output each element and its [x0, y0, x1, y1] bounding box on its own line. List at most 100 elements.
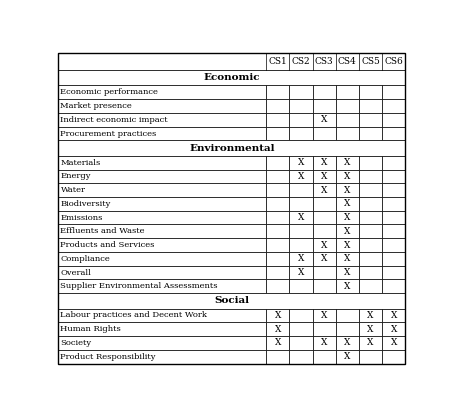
Bar	[289, 252, 313, 266]
Bar	[266, 350, 289, 363]
Bar	[382, 197, 405, 211]
Bar	[382, 266, 405, 279]
Bar	[382, 336, 405, 350]
Bar	[289, 211, 313, 225]
Bar	[289, 99, 313, 113]
Bar	[336, 309, 359, 322]
Bar	[289, 156, 313, 169]
Bar	[313, 85, 336, 99]
Text: X: X	[344, 199, 351, 208]
Text: Energy: Energy	[61, 172, 91, 180]
Text: X: X	[321, 172, 328, 181]
Text: Market presence: Market presence	[61, 102, 132, 110]
Bar	[382, 156, 405, 169]
Text: Effluents and Waste: Effluents and Waste	[61, 227, 145, 235]
Bar	[58, 70, 405, 85]
Bar	[336, 322, 359, 336]
Bar	[359, 225, 382, 238]
Text: CS4: CS4	[338, 57, 357, 66]
Bar	[382, 183, 405, 197]
Text: X: X	[344, 158, 351, 167]
Bar	[336, 113, 359, 126]
Bar	[382, 322, 405, 336]
Bar	[336, 279, 359, 293]
Bar	[313, 266, 336, 279]
Text: X: X	[390, 338, 397, 347]
Text: X: X	[344, 254, 351, 263]
Bar	[336, 211, 359, 225]
Bar	[313, 225, 336, 238]
Text: X: X	[321, 254, 328, 263]
Bar	[359, 183, 382, 197]
Bar	[313, 350, 336, 363]
Text: X: X	[275, 325, 281, 334]
Bar	[359, 99, 382, 113]
Text: CS5: CS5	[361, 57, 380, 66]
Text: Product Responsibility: Product Responsibility	[61, 353, 156, 360]
Bar	[382, 169, 405, 183]
Bar	[336, 85, 359, 99]
Bar	[359, 252, 382, 266]
Text: Indirect economic impact: Indirect economic impact	[61, 116, 168, 124]
Bar	[382, 350, 405, 363]
Bar	[359, 211, 382, 225]
Text: X: X	[275, 311, 281, 320]
Bar	[313, 252, 336, 266]
Text: Economic: Economic	[203, 73, 260, 82]
Text: X: X	[390, 311, 397, 320]
Bar	[289, 183, 313, 197]
Bar	[382, 211, 405, 225]
Bar	[359, 85, 382, 99]
Bar	[336, 336, 359, 350]
Bar	[336, 238, 359, 252]
Text: Economic performance: Economic performance	[61, 88, 159, 96]
Text: X: X	[344, 186, 351, 194]
Text: X: X	[298, 172, 304, 181]
Bar	[266, 266, 289, 279]
Bar	[289, 85, 313, 99]
Bar	[58, 309, 266, 322]
Bar	[58, 350, 266, 363]
Bar	[266, 336, 289, 350]
Bar	[336, 169, 359, 183]
Bar	[336, 99, 359, 113]
Bar	[58, 293, 405, 309]
Text: X: X	[367, 325, 374, 334]
Text: Water: Water	[61, 186, 86, 194]
Bar	[58, 211, 266, 225]
Bar	[289, 238, 313, 252]
Bar	[336, 266, 359, 279]
Bar	[58, 183, 266, 197]
Bar	[58, 53, 405, 70]
Bar	[359, 336, 382, 350]
Bar	[313, 336, 336, 350]
Bar	[58, 238, 266, 252]
Bar	[313, 126, 336, 140]
Bar	[58, 197, 266, 211]
Bar	[266, 126, 289, 140]
Bar	[359, 238, 382, 252]
Bar	[336, 252, 359, 266]
Bar	[359, 197, 382, 211]
Bar	[382, 99, 405, 113]
Text: X: X	[321, 115, 328, 124]
Text: Biodiversity: Biodiversity	[61, 200, 111, 208]
Bar	[266, 252, 289, 266]
Text: X: X	[344, 172, 351, 181]
Text: CS1: CS1	[269, 57, 287, 66]
Bar	[313, 156, 336, 169]
Bar	[266, 197, 289, 211]
Bar	[289, 336, 313, 350]
Text: Environmental: Environmental	[189, 144, 275, 152]
Text: X: X	[298, 254, 304, 263]
Bar	[359, 322, 382, 336]
Bar	[58, 266, 266, 279]
Text: X: X	[344, 282, 351, 291]
Text: CS2: CS2	[292, 57, 310, 66]
Bar	[289, 197, 313, 211]
Bar	[289, 350, 313, 363]
Text: CS6: CS6	[384, 57, 403, 66]
Bar	[266, 211, 289, 225]
Bar	[266, 85, 289, 99]
Bar	[382, 238, 405, 252]
